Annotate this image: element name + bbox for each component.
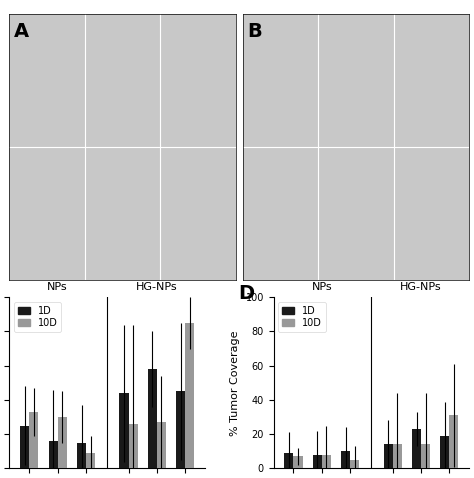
Bar bbox=[185, 323, 194, 468]
Bar bbox=[128, 424, 137, 468]
Bar bbox=[322, 455, 331, 468]
Text: HG-NPs: HG-NPs bbox=[400, 282, 442, 292]
Bar bbox=[412, 429, 421, 468]
Bar bbox=[148, 369, 157, 468]
Bar bbox=[293, 456, 302, 468]
Bar bbox=[440, 436, 449, 468]
Bar bbox=[449, 415, 458, 468]
Text: D: D bbox=[238, 283, 255, 303]
Bar bbox=[86, 453, 95, 468]
Legend: 1D, 10D: 1D, 10D bbox=[278, 302, 326, 332]
Bar bbox=[20, 425, 29, 468]
Bar bbox=[383, 445, 392, 468]
Bar bbox=[421, 445, 430, 468]
Text: NPs: NPs bbox=[47, 282, 68, 292]
Bar bbox=[77, 443, 86, 468]
Text: A: A bbox=[14, 22, 29, 41]
Bar bbox=[157, 422, 166, 468]
Bar bbox=[176, 391, 185, 468]
Legend: 1D, 10D: 1D, 10D bbox=[14, 302, 62, 332]
Bar bbox=[392, 445, 402, 468]
Bar bbox=[284, 453, 293, 468]
Bar bbox=[119, 393, 128, 468]
Bar bbox=[49, 441, 58, 468]
Bar bbox=[313, 455, 322, 468]
Text: B: B bbox=[247, 22, 262, 41]
Text: NPs: NPs bbox=[311, 282, 332, 292]
Bar bbox=[29, 412, 38, 468]
Bar bbox=[350, 460, 359, 468]
Bar bbox=[341, 451, 350, 468]
Text: HG-NPs: HG-NPs bbox=[136, 282, 178, 292]
Y-axis label: % Tumor Coverage: % Tumor Coverage bbox=[230, 330, 240, 435]
Bar bbox=[58, 417, 67, 468]
